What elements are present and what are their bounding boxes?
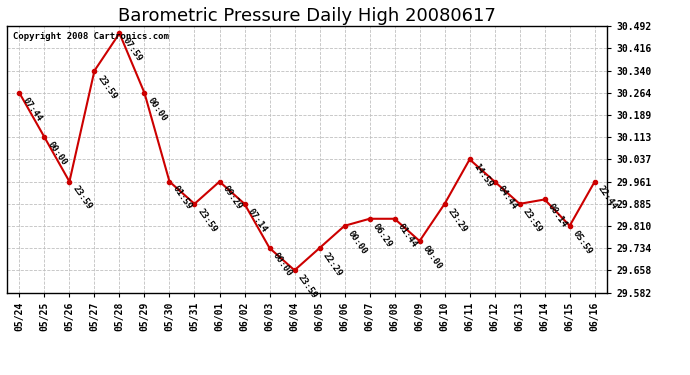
Text: Copyright 2008 Cartronics.com: Copyright 2008 Cartronics.com (13, 32, 169, 40)
Text: 06:29: 06:29 (371, 222, 394, 249)
Text: 01:44: 01:44 (396, 222, 419, 249)
Text: 07:59: 07:59 (121, 36, 144, 63)
Text: 07:44: 07:44 (21, 96, 43, 123)
Text: 08:14: 08:14 (546, 202, 569, 229)
Text: 05:59: 05:59 (571, 229, 594, 256)
Text: 23:29: 23:29 (446, 207, 469, 234)
Text: 04:44: 04:44 (496, 184, 519, 211)
Text: 00:00: 00:00 (271, 251, 294, 278)
Text: 23:59: 23:59 (196, 207, 219, 234)
Text: 22:44: 22:44 (596, 184, 619, 211)
Text: 09:29: 09:29 (221, 184, 244, 211)
Text: 23:59: 23:59 (96, 74, 119, 100)
Text: 01:59: 01:59 (171, 184, 194, 211)
Text: 00:00: 00:00 (346, 229, 368, 256)
Text: 23:59: 23:59 (71, 184, 94, 211)
Text: 00:00: 00:00 (46, 140, 68, 167)
Text: 07:14: 07:14 (246, 207, 268, 234)
Text: 22:29: 22:29 (321, 251, 344, 278)
Text: 23:59: 23:59 (296, 273, 319, 300)
Text: 00:00: 00:00 (421, 244, 444, 271)
Text: 00:00: 00:00 (146, 96, 168, 123)
Text: 14:59: 14:59 (471, 162, 494, 189)
Title: Barometric Pressure Daily High 20080617: Barometric Pressure Daily High 20080617 (118, 7, 496, 25)
Text: 23:59: 23:59 (521, 207, 544, 234)
